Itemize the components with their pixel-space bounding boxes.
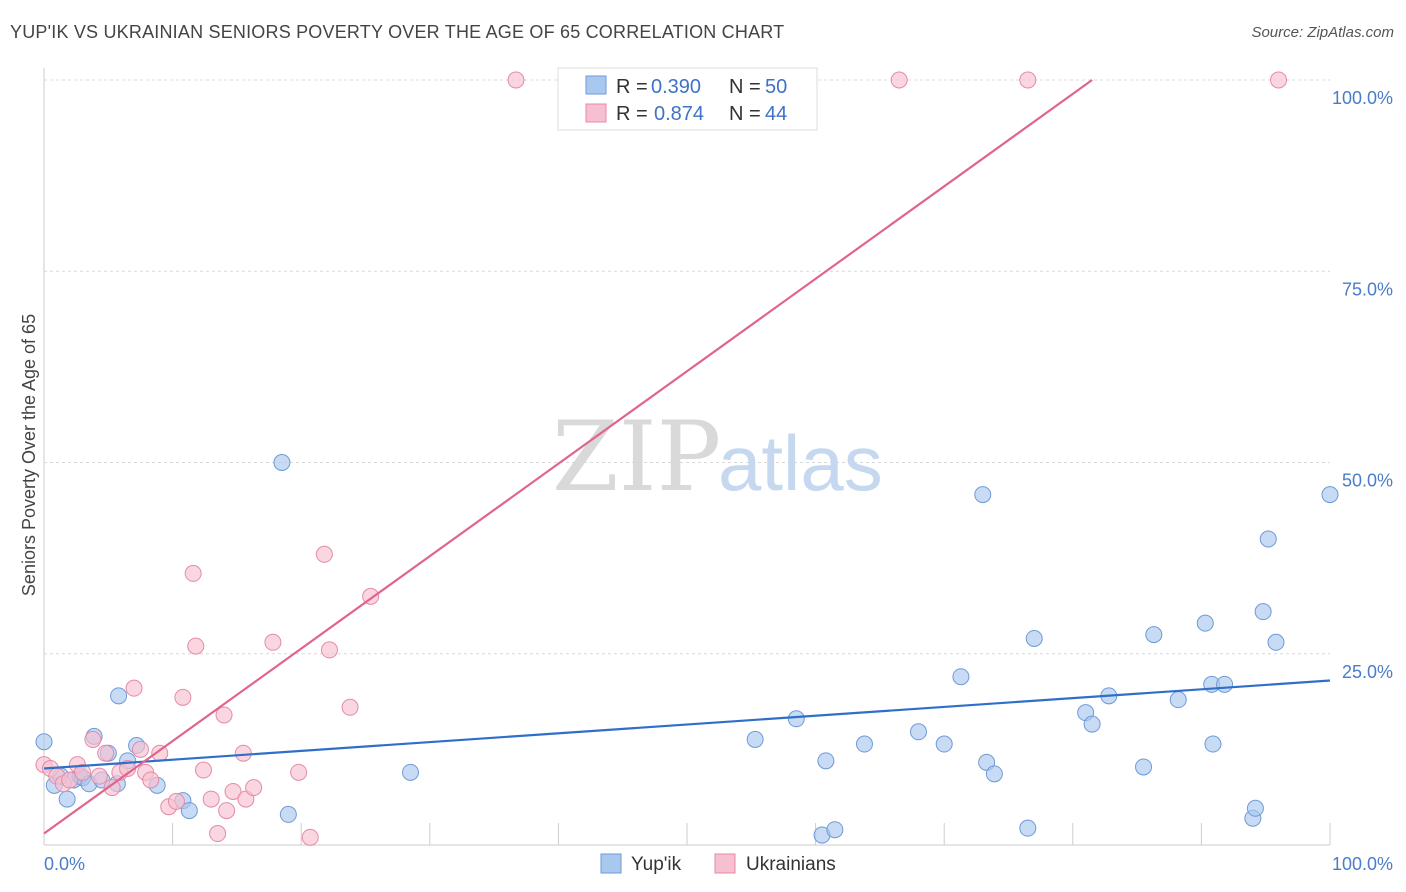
y-tick-label: 50.0% — [1342, 471, 1393, 491]
yupik-point — [402, 763, 420, 781]
bottom-legend: Yup'ik Ukrainians — [600, 853, 836, 875]
ukrainians-point — [167, 792, 185, 810]
ukrainians-point — [320, 641, 338, 659]
yupik-point — [826, 821, 844, 839]
chart-title: YUP'IK VS UKRAINIAN SENIORS POVERTY OVER… — [10, 22, 785, 42]
ukrainians-points — [35, 71, 1288, 846]
yupik-point — [1267, 633, 1285, 651]
ukrainians-point — [1270, 71, 1288, 89]
yupik-point — [1196, 614, 1214, 632]
ukrainians-point — [131, 740, 149, 758]
ukrainians-point — [142, 771, 160, 789]
ukrainians-point — [264, 633, 282, 651]
ukrainians-point — [187, 637, 205, 655]
ukrainians-point — [245, 779, 263, 797]
yupik-point — [952, 668, 970, 686]
ukrainians-trend-line — [43, 79, 1093, 835]
yupik-point — [180, 802, 198, 820]
yupik-point — [1246, 799, 1264, 817]
yupik-point — [1216, 675, 1234, 693]
ukrainians-point — [507, 71, 525, 89]
x-tick-labels: 0.0% 100.0% — [44, 854, 1393, 874]
ukrainians-point — [224, 782, 242, 800]
bottom-legend-yupik: Yup'ik — [631, 854, 682, 875]
bottom-legend-swatch-ukrainians — [714, 853, 736, 874]
yupik-point — [1135, 758, 1153, 776]
yupik-point — [909, 723, 927, 741]
yupik-point — [1254, 603, 1272, 621]
ukrainians-point — [194, 761, 212, 779]
legend-n-value-1: 50 — [765, 76, 787, 98]
yupik-point — [273, 454, 291, 471]
legend-r-label-1: R = — [616, 76, 648, 98]
x-tick-label: 100.0% — [1332, 854, 1393, 874]
ukrainians-point — [74, 763, 92, 781]
yupik-point — [1145, 626, 1163, 644]
ukrainians-point — [215, 706, 233, 724]
ukrainians-point — [90, 767, 108, 785]
ukrainians-point — [84, 730, 102, 748]
legend-r-value-2: 0.874 — [654, 103, 704, 125]
legend-r-value-1: 0.390 — [651, 76, 701, 98]
legend-n-label-2: N = — [729, 103, 761, 125]
yupik-point — [935, 735, 953, 753]
yupik-point — [1025, 629, 1043, 647]
y-axis-label: Seniors Poverty Over the Age of 65 — [19, 314, 39, 596]
legend-swatch-yupik — [585, 75, 607, 95]
yupik-point — [279, 805, 297, 823]
ukrainians-point — [103, 779, 121, 797]
legend-n-label-1: N = — [729, 76, 761, 98]
legend-r-label-2: R = — [616, 103, 648, 125]
yupik-point — [1259, 530, 1277, 548]
ukrainians-point — [218, 802, 236, 820]
legend-box: R = 0.390 N = 50 R = 0.874 N = 44 — [557, 67, 818, 131]
yupik-point — [110, 687, 128, 705]
yupik-point — [1321, 486, 1339, 504]
ukrainians-point — [125, 679, 143, 697]
bottom-legend-ukrainians: Ukrainians — [746, 854, 836, 875]
ukrainians-point — [315, 545, 333, 563]
watermark-atlas: atlas — [718, 419, 883, 507]
ukrainians-point — [341, 698, 359, 716]
yupik-point — [985, 765, 1003, 783]
yupik-point — [787, 710, 805, 728]
ukrainians-point — [290, 763, 308, 781]
watermark: ZIP atlas — [552, 401, 883, 513]
ukrainians-point — [97, 744, 115, 762]
yupik-point — [974, 486, 992, 504]
ukrainians-point — [184, 564, 202, 582]
ukrainians-point — [61, 771, 79, 789]
ukrainians-point — [202, 790, 220, 808]
yupik-point — [35, 733, 53, 751]
yupik-trend-line — [43, 679, 1331, 770]
yupik-point — [855, 735, 873, 753]
watermark-zip: ZIP — [552, 401, 721, 513]
yupik-point — [1169, 691, 1187, 709]
ukrainians-point — [174, 688, 192, 706]
yupik-point — [817, 752, 835, 770]
yupik-point — [1019, 819, 1037, 837]
yupik-point — [746, 730, 764, 748]
y-tick-label: 75.0% — [1342, 279, 1393, 299]
trend-lines — [43, 79, 1331, 835]
yupik-point — [1083, 715, 1101, 733]
source-label: Source: ZipAtlas.com — [1251, 24, 1394, 41]
ukrainians-point — [209, 825, 227, 843]
legend-swatch-ukrainians — [585, 103, 607, 123]
bottom-legend-swatch-yupik — [600, 853, 622, 874]
y-tick-label: 25.0% — [1342, 662, 1393, 682]
ukrainians-point — [234, 744, 252, 762]
ukrainians-point — [301, 828, 319, 846]
legend-n-value-2: 44 — [765, 103, 787, 125]
y-tick-label: 100.0% — [1332, 88, 1393, 108]
ukrainians-point — [890, 71, 908, 89]
ukrainians-point — [1019, 71, 1037, 89]
yupik-point — [1204, 735, 1222, 753]
yupik-point — [58, 790, 76, 808]
x-tick-label: 0.0% — [44, 854, 85, 874]
y-tick-labels: 25.0% 50.0% 75.0% 100.0% — [1332, 88, 1393, 682]
